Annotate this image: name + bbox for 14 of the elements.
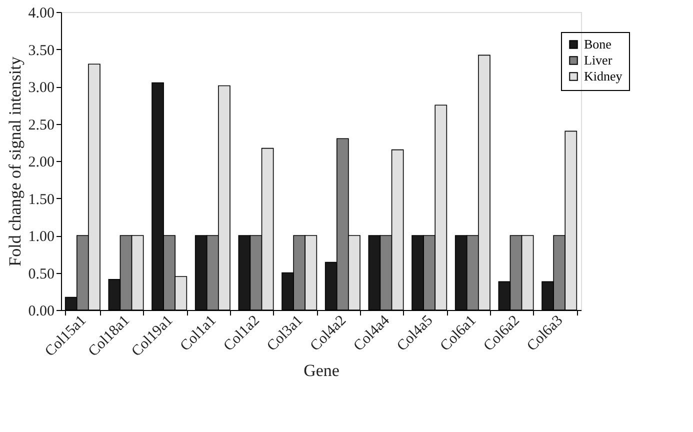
legend-label: Liver bbox=[584, 52, 613, 68]
y-axis-title: Fold change of signal intensity bbox=[5, 56, 24, 266]
y-tick-label: 0.50 bbox=[28, 266, 54, 282]
legend-label: Bone bbox=[584, 36, 612, 52]
x-axis-title: Gene bbox=[304, 361, 340, 380]
y-tick-label: 4.00 bbox=[28, 6, 54, 22]
y-tick-label: 2.00 bbox=[28, 154, 54, 170]
y-tick-label: 1.00 bbox=[28, 229, 54, 245]
y-tick-label: 3.50 bbox=[28, 42, 54, 59]
y-tick-label: 2.50 bbox=[28, 117, 54, 134]
y-tick-label: 3.00 bbox=[28, 80, 54, 96]
y-tick-label: 1.50 bbox=[28, 192, 54, 208]
y-tick-label: 0.00 bbox=[28, 304, 54, 320]
legend-label: Kidney bbox=[584, 68, 623, 84]
